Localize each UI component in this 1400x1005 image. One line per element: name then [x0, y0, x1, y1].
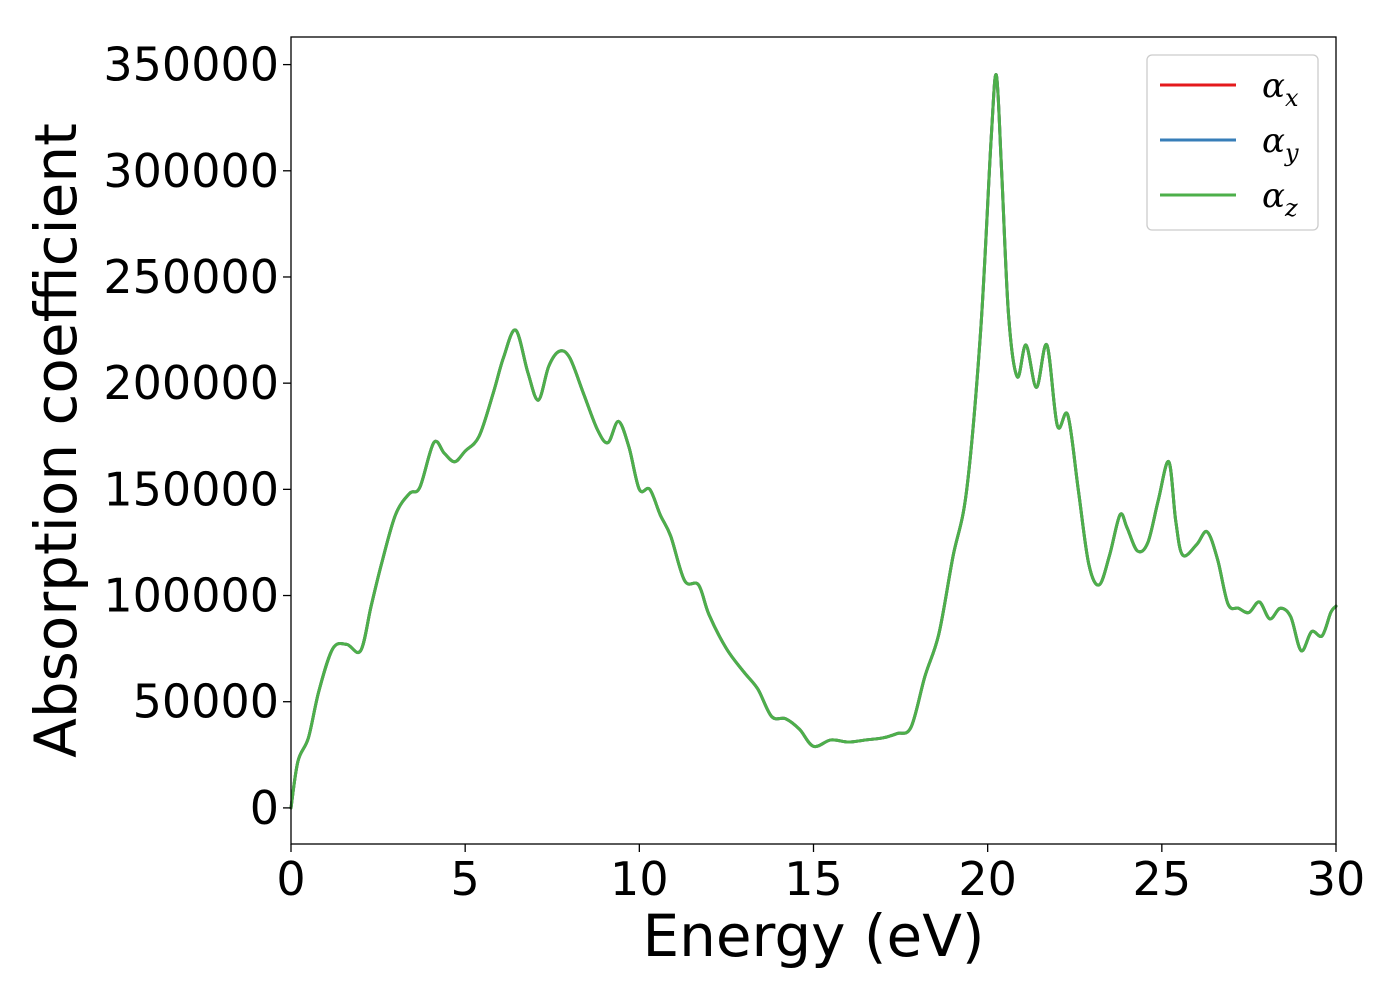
x-tick-label: 10 [610, 852, 669, 906]
y-tick-label: 150000 [103, 462, 279, 516]
y-axis-label: Absorption coefficient [22, 123, 90, 758]
y-tick-label: 50000 [133, 675, 279, 729]
x-tick-label: 5 [451, 852, 480, 906]
legend-subscript: y [1284, 139, 1299, 167]
y-tick-label: 250000 [103, 250, 279, 304]
y-tick-label: 300000 [103, 144, 279, 198]
x-tick-label: 15 [784, 852, 843, 906]
y-tick-label: 350000 [103, 38, 279, 92]
legend-subscript: x [1285, 84, 1299, 112]
x-tick-label: 20 [958, 852, 1017, 906]
legend-subscript: z [1284, 194, 1298, 222]
y-axis-ticks: 0 50000 100000 150000 200000 250000 300000 3500… [103, 38, 291, 835]
x-tick-label: 0 [276, 852, 305, 906]
x-axis-label: Energy (eV) [642, 902, 984, 970]
y-tick-label: 100000 [103, 569, 279, 623]
y-tick-label: 0 [250, 781, 279, 835]
x-tick-label: 25 [1133, 852, 1192, 906]
x-tick-label: 30 [1307, 852, 1366, 906]
series-line-z [289, 73, 1338, 810]
series-layer [289, 73, 1338, 810]
legend-box [1146, 54, 1319, 231]
y-tick-label: 200000 [103, 356, 279, 410]
x-axis-ticks: 0 5 10 15 20 25 30 [276, 844, 1365, 906]
